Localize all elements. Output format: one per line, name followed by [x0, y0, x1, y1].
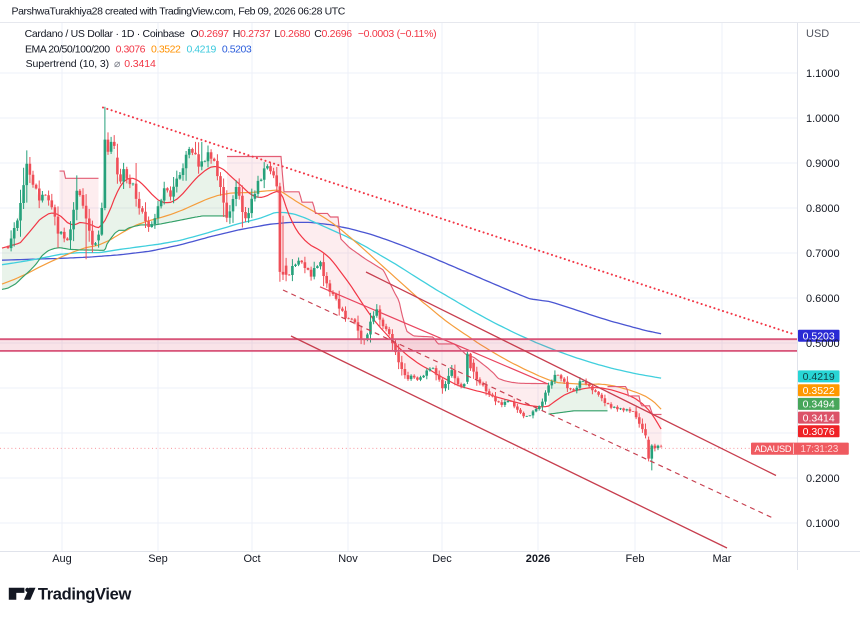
svg-text:Dec: Dec [432, 553, 452, 565]
svg-text:2026: 2026 [526, 553, 550, 565]
svg-text:0.5203: 0.5203 [803, 331, 835, 343]
svg-text:17:31:23: 17:31:23 [801, 444, 839, 455]
svg-text:ADAUSD: ADAUSD [755, 444, 792, 454]
svg-text:0.8000: 0.8000 [806, 203, 840, 215]
svg-text:0.3414: 0.3414 [803, 412, 835, 424]
svg-text:1.1000: 1.1000 [806, 68, 840, 80]
svg-text:0.6000: 0.6000 [806, 293, 840, 305]
svg-text:0.4219: 0.4219 [803, 371, 835, 383]
svg-text:0.5000: 0.5000 [806, 338, 840, 350]
svg-text:0.3522: 0.3522 [803, 385, 835, 397]
svg-text:0.2000: 0.2000 [806, 473, 840, 485]
svg-text:TradingView: TradingView [38, 585, 132, 603]
svg-text:Supertrend (10, 3)⌀0.3414: Supertrend (10, 3) ⌀ 0.3414 [26, 58, 156, 70]
svg-text:Oct: Oct [243, 553, 260, 565]
svg-text:0.1000: 0.1000 [806, 518, 840, 530]
svg-text:0.9000: 0.9000 [806, 158, 840, 170]
svg-text:USD: USD [806, 28, 829, 40]
svg-text:Aug: Aug [52, 553, 72, 565]
svg-text:ParshwaTurakhiya28 created wit: ParshwaTurakhiya28 created with TradingV… [12, 6, 346, 18]
svg-text:Mar: Mar [713, 553, 732, 565]
svg-text:1.0000: 1.0000 [806, 113, 840, 125]
svg-text:Feb: Feb [626, 553, 645, 565]
svg-text:0.3494: 0.3494 [803, 399, 835, 411]
svg-text:Nov: Nov [338, 553, 358, 565]
svg-text:0.7000: 0.7000 [806, 248, 840, 260]
svg-text:Sep: Sep [148, 553, 168, 565]
svg-text:0.3076: 0.3076 [803, 426, 835, 438]
